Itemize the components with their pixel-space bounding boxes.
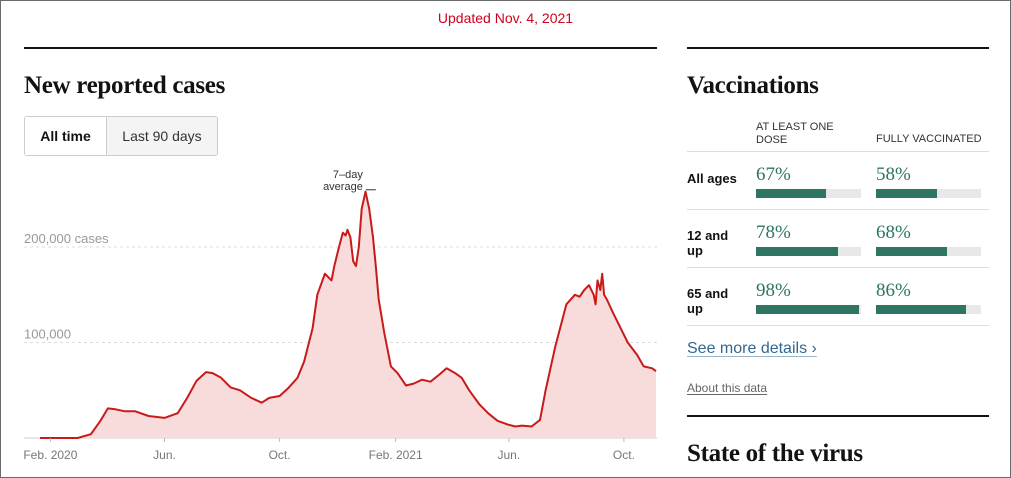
bar-fill — [756, 189, 827, 198]
row-divider — [687, 267, 989, 268]
column-header-fully-vaccinated: FULLY VACCINATED — [876, 133, 982, 145]
tab-last-90-days[interactable]: Last 90 days — [107, 117, 217, 155]
cases-top-rule — [24, 47, 657, 49]
x-tick-label: Jun. — [497, 448, 520, 462]
vaccinations-top-rule — [687, 47, 989, 49]
pct-full-all-ages: 58% — [876, 164, 911, 185]
pct-dose1-12-and-up: 78% — [756, 222, 791, 243]
y-axis: 100,000 200,000 cases — [24, 231, 109, 342]
vaccinations-title: Vaccinations — [687, 72, 819, 99]
bar-full-12-and-up — [876, 247, 981, 256]
see-more-details-link[interactable]: See more details › — [687, 340, 817, 357]
y-tick-label: 200,000 cases — [24, 231, 109, 246]
bar-fill — [876, 247, 948, 256]
cases-title: New reported cases — [24, 72, 226, 99]
x-axis: Feb. 2020 Jun. Oct. Feb. 2021 Jun. Oct. — [23, 438, 635, 462]
cases-line — [40, 190, 657, 439]
annotation-text: 7–day — [333, 169, 363, 181]
state-top-rule — [687, 415, 989, 417]
bar-dose1-65-and-up — [756, 305, 861, 314]
x-tick-label: Feb. 2021 — [369, 448, 423, 462]
x-tick-label: Oct. — [613, 448, 635, 462]
x-tick-label: Jun. — [153, 448, 176, 462]
pct-dose1-all-ages: 67% — [756, 164, 791, 185]
updated-timestamp: Updated Nov. 4, 2021 — [437, 10, 574, 26]
cases-area — [40, 191, 656, 438]
row-divider — [687, 209, 989, 210]
row-label-all-ages: All ages — [687, 171, 737, 186]
bar-full-65-and-up — [876, 305, 981, 314]
row-divider — [687, 325, 989, 326]
bar-fill — [756, 247, 838, 256]
row-label-65-and-up: 65 and up — [687, 286, 729, 316]
column-header-at-least-one-dose: AT LEAST ONE DOSE — [756, 121, 834, 146]
bar-dose1-all-ages — [756, 189, 861, 198]
row-label-12-and-up: 12 and up — [687, 228, 729, 258]
state-of-the-virus-title: State of the virus — [687, 440, 863, 467]
bar-fill — [876, 305, 967, 314]
x-tick-label: Oct. — [269, 448, 291, 462]
bar-dose1-12-and-up — [756, 247, 861, 256]
pct-full-12-and-up: 68% — [876, 222, 911, 243]
about-this-data-link[interactable]: About this data — [687, 381, 768, 395]
row-divider — [687, 151, 989, 152]
annotation-text: average — [323, 181, 363, 193]
bar-full-all-ages — [876, 189, 981, 198]
tab-all-time[interactable]: All time — [25, 117, 107, 155]
bar-fill — [876, 189, 937, 198]
bar-fill — [756, 305, 859, 314]
pct-full-65-and-up: 86% — [876, 280, 911, 301]
pct-dose1-65-and-up: 98% — [756, 280, 791, 301]
x-tick-label: Feb. 2020 — [23, 448, 77, 462]
time-range-toggle: All time Last 90 days — [24, 116, 218, 156]
y-tick-label: 100,000 — [24, 327, 71, 342]
